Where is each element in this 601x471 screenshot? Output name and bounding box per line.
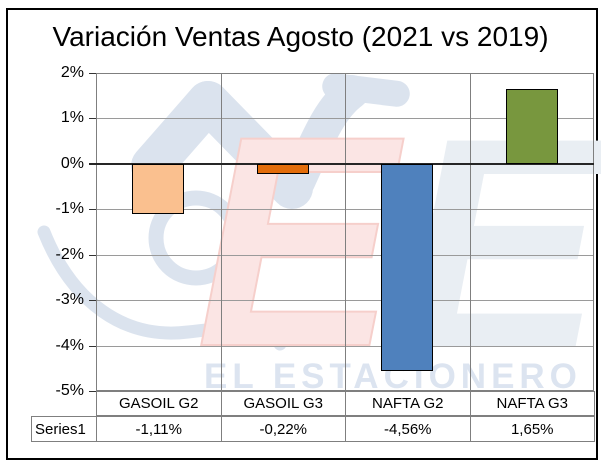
- bar-gasoil-g2: [132, 163, 185, 215]
- y-axis-tick: [89, 254, 96, 256]
- table-value-gasoil-g2: -1,11%: [96, 416, 222, 442]
- y-tick-label: 2%: [60, 64, 84, 81]
- chart-frame: [6, 8, 598, 460]
- table-header-nafta-g2: NAFTA G2: [345, 391, 471, 416]
- y-tick-label: 0%: [60, 154, 84, 172]
- series-label: Series1: [31, 416, 97, 442]
- y-axis-tick: [89, 118, 96, 120]
- table-value-nafta-g3: 1,65%: [469, 416, 595, 442]
- nozzle-hose: [37, 225, 287, 351]
- y-tick-label: -3%: [55, 291, 84, 309]
- watermark-letter-e-red: E: [196, 73, 407, 409]
- y-tick-label: -5%: [55, 382, 84, 399]
- watermark-letter-e-blue: E: [402, 75, 601, 411]
- v-gridline: [345, 73, 346, 391]
- y-axis-tick: [89, 73, 96, 74]
- zero-line: [89, 162, 594, 165]
- table-header-nafta-g3: NAFTA G3: [469, 391, 595, 416]
- table-value-nafta-g2: -4,56%: [345, 416, 471, 442]
- y-tick-label: 1%: [60, 109, 84, 127]
- table-header-gasoil-g3: GASOIL G3: [220, 391, 346, 416]
- table-value-gasoil-g3: -0,22%: [220, 416, 346, 442]
- y-tick-label: -1%: [55, 200, 84, 218]
- bar-gasoil-g3: [256, 163, 309, 174]
- bar-nafta-g3: [505, 88, 558, 164]
- v-gridline: [220, 73, 222, 391]
- table-header-gasoil-g2: GASOIL G2: [96, 391, 222, 416]
- plot-border: [96, 73, 594, 391]
- y-axis-tick: [89, 345, 96, 347]
- y-axis-tick: [89, 391, 96, 392]
- nozzle-trigger-guard: [148, 190, 244, 286]
- y-tick-label: -4%: [55, 336, 84, 354]
- bar-nafta-g2: [381, 163, 434, 371]
- y-axis-tick: [89, 209, 96, 211]
- y-axis-tick: [89, 300, 96, 302]
- chart-title: Variación Ventas Agosto (2021 vs 2019): [52, 21, 549, 52]
- v-gridline: [469, 73, 471, 391]
- y-tick-label: -2%: [55, 245, 84, 263]
